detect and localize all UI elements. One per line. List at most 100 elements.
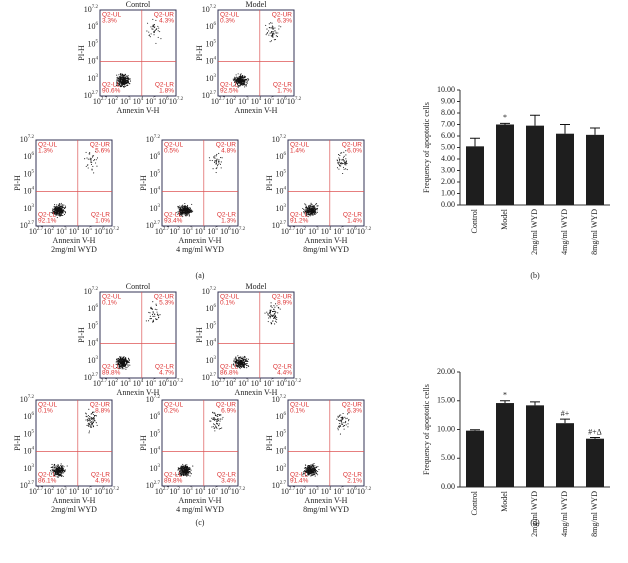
event-dot [184,211,186,213]
event-dot [245,84,247,86]
event-dot [119,367,121,369]
event-dot [120,82,122,84]
x-tick-label-base: 10 [220,487,228,496]
event-dot [312,465,315,467]
x-tick-label-exp: 5 [215,487,218,492]
y-tick-label-base: 10 [202,91,210,100]
event-dot [176,212,178,214]
y-tick-label: 102.7 [20,481,35,490]
event-dot [345,422,347,424]
event-dot [187,204,189,206]
y-tick-label-base: 10 [20,221,28,230]
event-dot [93,419,95,421]
event-dot [316,466,318,468]
event-dot [121,74,123,76]
event-dot [87,415,89,417]
x-tick-label-exp: 4 [141,379,144,384]
x-tick-label: 103 [308,487,319,496]
panel-label: (d) [530,518,540,527]
event-dot [222,416,224,418]
event-dot [239,82,241,84]
event-dot [120,364,122,366]
x-tick-label: 102.7 [155,227,170,236]
y-tick-label-base: 10 [206,304,214,313]
quadrant-name: Q2-LL [220,364,238,371]
event-dot [127,82,129,84]
x-tick-label-exp: 2.7 [101,379,108,384]
event-dot [60,473,62,475]
event-dot [56,211,58,213]
event-dot [54,465,56,467]
y-tick-label-base: 10 [84,373,92,382]
x-tick-label-base: 10 [155,227,163,236]
event-dot [214,155,216,157]
quadrant-percent: 4.8% [221,148,236,155]
event-dot [215,161,217,163]
quadrant-name: Q2-LR [217,212,236,219]
event-dot [316,203,318,205]
event-dot [124,366,127,368]
event-dot [337,429,339,431]
event-dot [214,424,216,426]
event-dot [219,423,221,425]
x-tick-label: 102 [225,97,236,106]
quadrant-percent: 6.0% [347,148,362,155]
event-dot [178,212,180,214]
error-bar [470,137,480,147]
event-dot [239,80,241,82]
y-tick-label: 106 [276,412,287,421]
event-dot [187,467,189,469]
event-dot [342,425,344,428]
bar [526,125,544,205]
y-tick-label: 103 [206,74,217,83]
event-dot [304,209,306,211]
x-tick-label-exp: 6 [284,97,287,102]
event-dot [242,79,244,81]
y-tick-label-exp: 5 [158,430,161,435]
event-dot [123,361,126,364]
event-dot [59,209,61,211]
event-dot [119,356,121,358]
quadrant-percent: 93.4% [164,218,183,225]
event-dot [119,364,121,366]
event-dot [272,26,274,28]
event-dot [56,216,58,219]
event-dot [306,214,308,216]
y-tick-label-base: 10 [84,91,92,100]
event-dot [190,211,192,214]
event-dot [152,321,154,323]
event-dot [305,206,307,208]
event-dot [348,420,350,422]
event-dot [307,470,309,472]
y-axis-label: PI-H [265,435,274,451]
event-dot [272,314,274,316]
event-dot [51,211,54,213]
event-dot [245,85,247,87]
x-tick-label: 8mg/ml WYD [590,209,599,255]
event-dot [344,161,346,163]
event-dot [89,420,91,422]
event-dot [190,473,192,475]
event-dot [346,413,349,415]
y-tick-label-base: 10 [146,135,154,144]
quadrant-name: Q2-LL [220,82,238,89]
x-tick-label-exp: 3 [190,487,193,492]
event-dot [117,361,119,363]
event-dot [54,211,56,213]
event-dot [183,474,185,476]
event-dot [54,213,56,215]
quadrant-percent: 0.5% [164,148,179,155]
y-tick-label-exp: 6 [214,304,217,309]
event-dot [127,365,129,367]
event-dot [245,360,247,362]
event-dot [120,75,122,77]
y-axis-label: PI-H [13,175,22,191]
x-tick-label-base: 10 [182,487,190,496]
event-dot [216,153,218,156]
event-dot [64,212,67,214]
event-dot [115,85,117,87]
y-axis-label: PI-H [195,327,204,343]
event-dot [340,165,342,167]
event-dot [338,165,341,167]
